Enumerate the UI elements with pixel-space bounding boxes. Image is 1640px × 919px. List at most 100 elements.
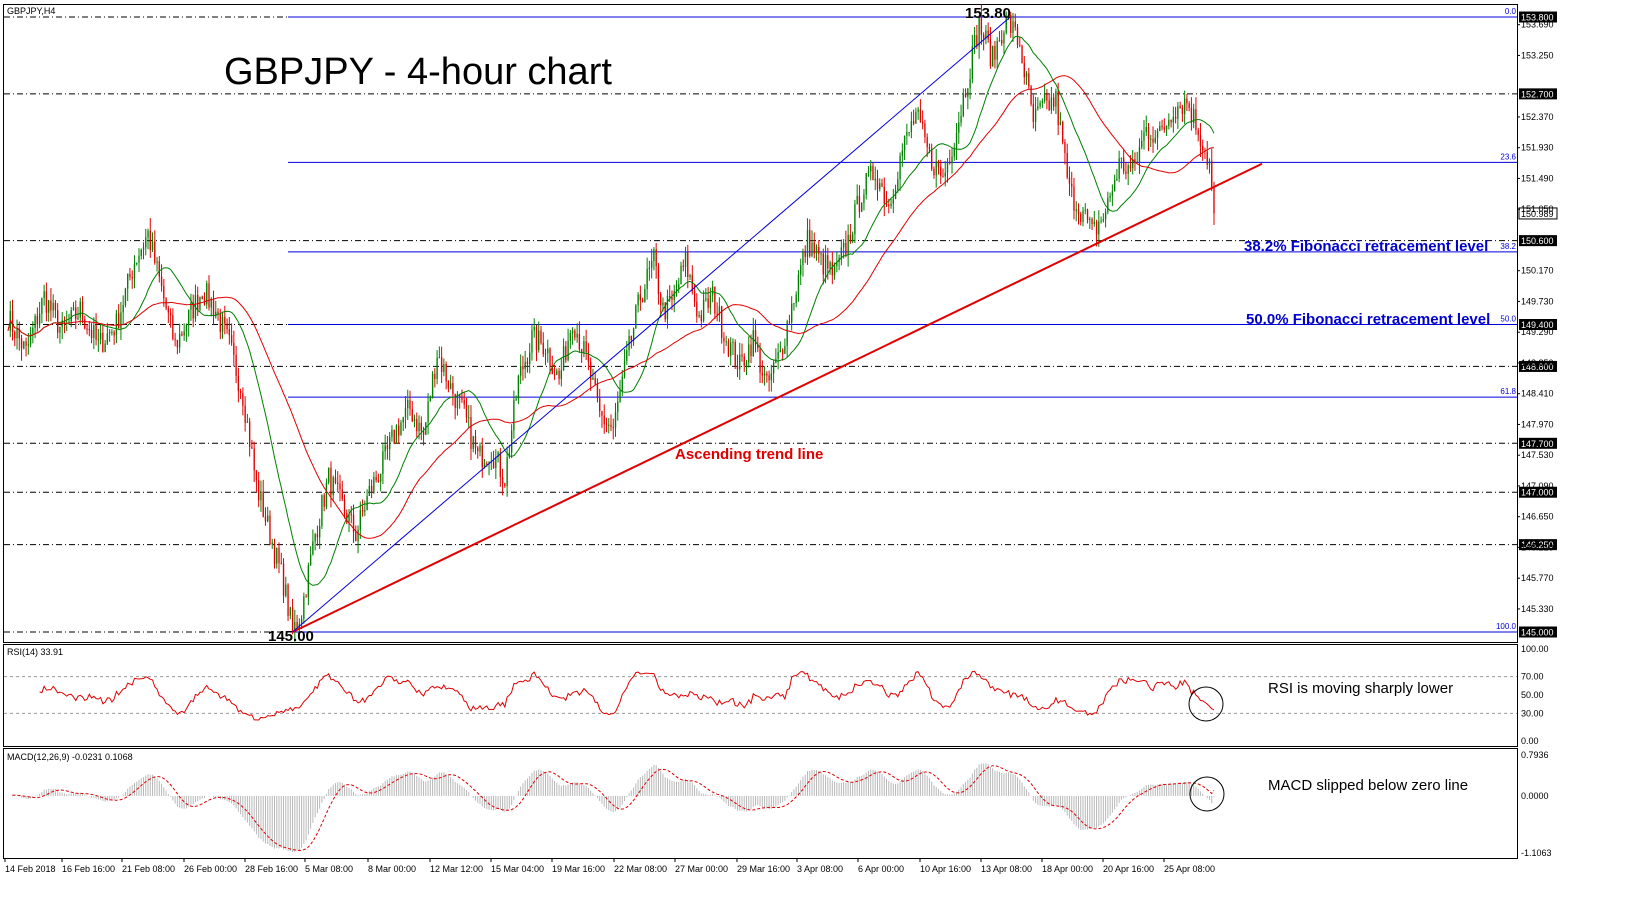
candle-body: [741, 354, 743, 357]
candle-body: [845, 242, 847, 255]
candle-body: [820, 253, 822, 255]
candle-body: [827, 255, 829, 269]
candle-body: [136, 262, 138, 265]
candle-body: [102, 332, 104, 352]
candle-body: [154, 241, 156, 263]
candle-body: [27, 344, 30, 346]
candle-body: [1095, 221, 1098, 235]
macd-tick-label: 0.0000: [1521, 791, 1549, 801]
candle-body: [1071, 183, 1073, 187]
candle-body: [237, 375, 240, 392]
fib-ratio-label: 23.6: [1500, 152, 1516, 161]
time-axis: 14 Feb 2018 16 Feb 16:00 21 Feb 08:00 26 Fe…: [4, 858, 1215, 874]
candle-body: [1025, 73, 1028, 78]
candle-body: [1050, 97, 1053, 111]
candle-body: [608, 424, 610, 426]
candle-body: [278, 547, 280, 564]
candle-body: [183, 331, 185, 336]
candle-body: [235, 354, 237, 376]
candle-body: [621, 376, 623, 391]
candle-body: [700, 315, 703, 322]
price-tick-label: 145.330: [1521, 604, 1554, 614]
candle-body: [748, 344, 750, 363]
candle-body: [373, 476, 375, 492]
candle-body: [551, 365, 553, 375]
candle-body: [115, 313, 118, 336]
candle-body: [693, 291, 696, 302]
candle-body: [723, 337, 725, 342]
candle-body: [912, 121, 915, 124]
candle-body: [50, 300, 52, 311]
ascending-trend-line: [292, 162, 1263, 633]
candle-body: [617, 401, 619, 412]
candle-body: [1019, 45, 1021, 47]
price-tick-label: 146.210: [1521, 542, 1554, 552]
candle-body: [1211, 160, 1213, 187]
candle-body: [307, 565, 310, 598]
candle-body: [361, 509, 364, 512]
candle-body: [34, 316, 36, 328]
candle-body: [513, 399, 515, 431]
candle-body: [549, 348, 551, 366]
candle-body: [567, 340, 569, 361]
candle-body: [316, 534, 319, 538]
candle-body: [436, 357, 438, 380]
candle-body: [174, 338, 176, 340]
candle-body: [492, 461, 495, 468]
candle-body: [519, 366, 522, 376]
candle-body: [90, 329, 93, 338]
candle-body: [276, 547, 278, 564]
candle-body: [479, 445, 481, 452]
candle-body: [1098, 221, 1100, 235]
candle-body: [553, 374, 556, 376]
candle-body: [1007, 14, 1010, 17]
candle-body: [1197, 130, 1199, 136]
candle-body: [337, 482, 339, 484]
candle-body: [1172, 117, 1175, 123]
candle-body: [777, 352, 779, 359]
chart-title: GBPJPY - 4-hour chart: [224, 51, 612, 93]
candle-body: [318, 525, 321, 538]
candle-body: [120, 312, 122, 329]
candle-body: [233, 342, 235, 355]
candle-body: [1059, 121, 1062, 125]
candle-body: [635, 305, 637, 329]
candle-body: [935, 161, 937, 176]
candle-body: [1075, 209, 1077, 211]
candle-body: [1129, 165, 1132, 169]
candle-body: [1188, 103, 1190, 108]
candle-body: [52, 302, 54, 311]
candle-body: [1186, 98, 1188, 104]
candle-body: [641, 300, 644, 302]
candle-body: [951, 156, 953, 164]
candle-body: [176, 339, 179, 348]
candle-body: [818, 246, 820, 254]
candle-body: [752, 330, 754, 356]
candle-body: [705, 298, 707, 300]
candle-body: [574, 330, 576, 338]
candle-body: [364, 510, 366, 512]
candle-body: [987, 30, 989, 40]
price-tick-label: 151.050: [1521, 204, 1554, 214]
candle-body: [612, 427, 614, 429]
candle-body: [501, 477, 504, 484]
candle-body: [583, 341, 585, 353]
candle-body: [400, 422, 402, 436]
rsi-panel-frame: [3, 644, 1518, 747]
candle-body: [1127, 165, 1129, 174]
candle-body: [305, 596, 307, 598]
candle-body: [994, 45, 996, 60]
fibonacci-drawing-line: [292, 16, 1011, 633]
candle-body: [1062, 121, 1064, 143]
candle-body: [255, 470, 258, 481]
rsi-indicator: 100.00 70.00 50.00 30.00 0.00: [4, 644, 1549, 746]
high-label: 153.80: [965, 5, 1011, 22]
candle-body: [842, 242, 845, 248]
candle-body: [1041, 100, 1044, 104]
candle-body: [332, 477, 334, 496]
candle-body: [167, 308, 170, 313]
level-price-box: [1519, 539, 1557, 551]
rsi-tick-label: 50.00: [1521, 690, 1544, 700]
candle-body: [849, 234, 852, 242]
candle-body: [669, 295, 671, 298]
